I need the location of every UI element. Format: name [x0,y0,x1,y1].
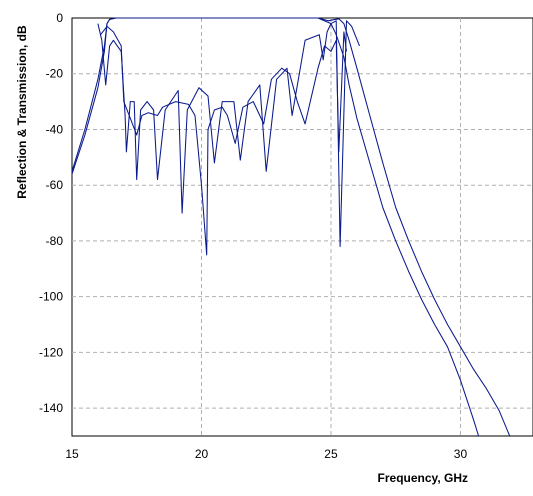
series-line-4 [100,25,348,256]
y-tick-label: 0 [56,11,63,25]
x-tick-label: 30 [454,447,468,461]
y-axis-label: Reflection & Transmission, dB [15,25,29,199]
y-tick-label: -140 [39,401,63,415]
x-tick-label: 15 [65,447,79,461]
series [71,17,511,437]
x-tick-label: 25 [324,447,338,461]
y-tick-label: -20 [46,67,64,81]
y-tick-label: -40 [46,122,64,136]
y-tick-label: -80 [46,234,64,248]
series-line-2 [71,17,480,437]
plot-area [71,17,533,437]
y-axis-ticks: 0 -20 -40 -60 -80 -100 -120 -140 [39,11,63,415]
y-tick-label: -120 [39,345,63,359]
series-line-3 [97,20,360,248]
x-axis-ticks: 15 20 25 30 [65,447,467,461]
y-tick-label: -60 [46,178,64,192]
x-axis-label: Frequency, GHz [378,471,468,485]
x-tick-label: 20 [195,447,209,461]
y-tick-label: -100 [39,290,63,304]
